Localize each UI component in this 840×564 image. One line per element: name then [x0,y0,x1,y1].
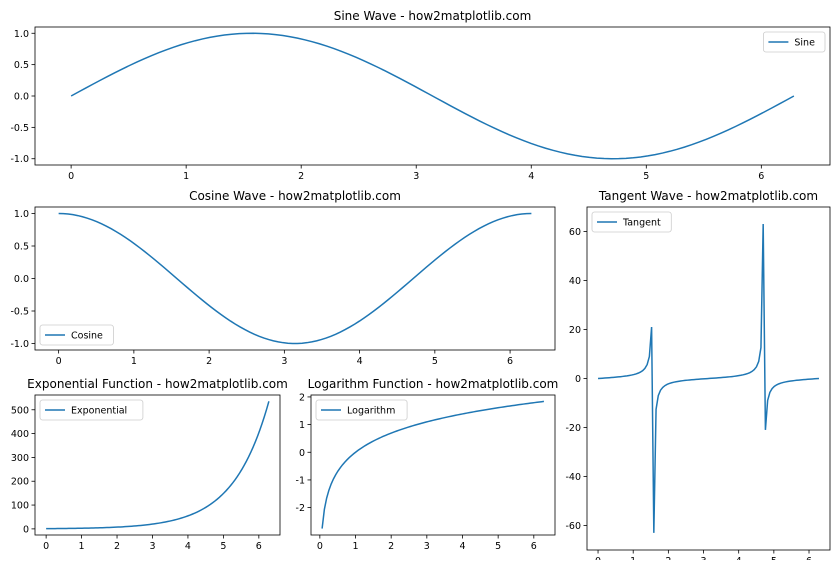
sine-legend-label: Sine [794,38,815,49]
cosine-ytick-label: -1.0 [10,339,29,350]
sine-ytick-label: 0.5 [14,60,29,71]
tangent-xtick-label: 2 [665,556,671,560]
cosine-xtick-label: 5 [432,356,438,367]
logarithm-subplot: Logarithm Function - how2matplotlib.com 0… [296,377,559,552]
exponential-ytick-label: 0 [23,524,29,535]
exponential-ytick-label: 500 [11,405,29,416]
tangent-ytick-label: -20 [565,423,581,434]
tangent-xtick-label: 5 [771,556,777,560]
exponential-xtick-label: 2 [114,541,120,552]
tangent-ytick-label: 0 [575,374,581,385]
logarithm-ytick-label: 2 [299,392,305,403]
logarithm-xtick-label: 3 [424,541,430,552]
cosine-xtick-label: 1 [131,356,137,367]
exponential-xtick-label: 3 [149,541,155,552]
cosine-line-cosine [58,212,532,345]
sine-xtick-label: 5 [643,171,649,182]
exponential-xtick-label: 5 [220,541,226,552]
tangent-legend-label: Tangent [622,218,661,229]
logarithm-xtick-label: 2 [388,541,394,552]
cosine-xtick-label: 6 [507,356,513,367]
cosine-title: Cosine Wave - how2matplotlib.com [189,189,401,203]
logarithm-ytick-label: 0 [299,448,305,459]
sine-ytick-label: -0.5 [10,123,29,134]
tangent-xtick-label: 6 [806,556,812,560]
sine-xtick-label: 4 [528,171,534,182]
tangent-ytick-label: -40 [565,472,581,483]
sine-xtick-label: 1 [183,171,189,182]
tangent-ytick-label: 20 [569,325,581,336]
logarithm-ytick-label: 1 [299,420,305,431]
exponential-line-exponential [46,401,270,530]
tangent-xtick-label: 1 [630,556,636,560]
sine-ytick-label: 1.0 [14,29,29,40]
cosine-xtick-label: 2 [206,356,212,367]
sine-title: Sine Wave - how2matplotlib.com [334,9,532,23]
tangent-line-tangent [597,223,820,533]
exponential-xtick-label: 1 [79,541,85,552]
logarithm-xtick-label: 5 [495,541,501,552]
sine-line-sine [70,32,795,160]
sine-xtick-label: 0 [68,171,74,182]
cosine-xtick-label: 0 [56,356,62,367]
logarithm-legend-box [315,399,408,421]
sine-legend: Sine [763,31,826,53]
exponential-ytick-label: 200 [11,477,29,488]
tangent-ytick-label: 60 [569,227,581,238]
cosine-legend: Cosine [39,324,114,346]
logarithm-legend-label: Logarithm [347,406,395,417]
sine-legend-box [763,31,826,53]
tangent-xtick-label: 3 [701,556,707,560]
logarithm-axes-frame [310,394,556,536]
tangent-legend-box [591,211,672,233]
tangent-ytick-label: -60 [565,521,581,532]
logarithm-xtick-label: 1 [352,541,358,552]
cosine-ytick-label: -0.5 [10,307,29,318]
cosine-xtick-label: 4 [357,356,363,367]
cosine-ytick-label: 0.0 [14,274,29,285]
tangent-xtick-label: 0 [595,556,601,560]
exponential-xtick-label: 0 [43,541,49,552]
logarithm-line-logarithm [321,400,545,529]
cosine-legend-label: Cosine [71,331,103,342]
logarithm-xtick-label: 4 [459,541,465,552]
exponential-ytick-label: 300 [11,453,29,464]
cosine-subplot: Cosine Wave - how2matplotlib.com 0 1 2 3 4 5 6 -… [10,189,556,367]
tangent-subplot: Tangent Wave - how2matplotlib.com 0 1 2 3 4 5 6… [565,189,831,564]
cosine-ytick-label: 0.5 [14,242,29,253]
tangent-xtick-label: 4 [736,556,742,560]
tangent-legend: Tangent [591,211,672,233]
tangent-title: Tangent Wave - how2matplotlib.com [598,189,818,203]
exponential-xtick-label: 6 [256,541,262,552]
cosine-legend-box [39,324,114,346]
tangent-ytick-label: 40 [569,276,581,287]
cosine-ytick-label: 1.0 [14,209,29,220]
exponential-legend-label: Exponential [71,406,127,417]
logarithm-xtick-label: 0 [317,541,323,552]
logarithm-ytick-label: -2 [296,503,305,514]
logarithm-ytick-label: -1 [296,475,305,486]
exponential-title: Exponential Function - how2matplotlib.co… [27,377,288,391]
exponential-subplot: Exponential Function - how2matplotlib.co… [11,377,288,552]
exponential-ytick-label: 400 [11,429,29,440]
sine-xtick-label: 6 [758,171,764,182]
sine-xtick-label: 3 [413,171,419,182]
logarithm-title: Logarithm Function - how2matplotlib.com [308,377,559,391]
sine-ytick-label: -1.0 [10,154,29,165]
sine-ytick-label: 0.0 [14,92,29,103]
exponential-xtick-label: 4 [185,541,191,552]
sine-subplot: Sine Wave - how2matplotlib.com 0 1 2 3 4 5 6 -1.… [10,9,831,182]
logarithm-xtick-label: 6 [531,541,537,552]
exponential-legend: Exponential [39,399,144,421]
exponential-axes-frame [34,394,281,536]
logarithm-legend: Logarithm [315,399,408,421]
exponential-legend-box [39,399,144,421]
sine-xtick-label: 2 [298,171,304,182]
exponential-ytick-label: 100 [11,501,29,512]
cosine-xtick-label: 3 [281,356,287,367]
